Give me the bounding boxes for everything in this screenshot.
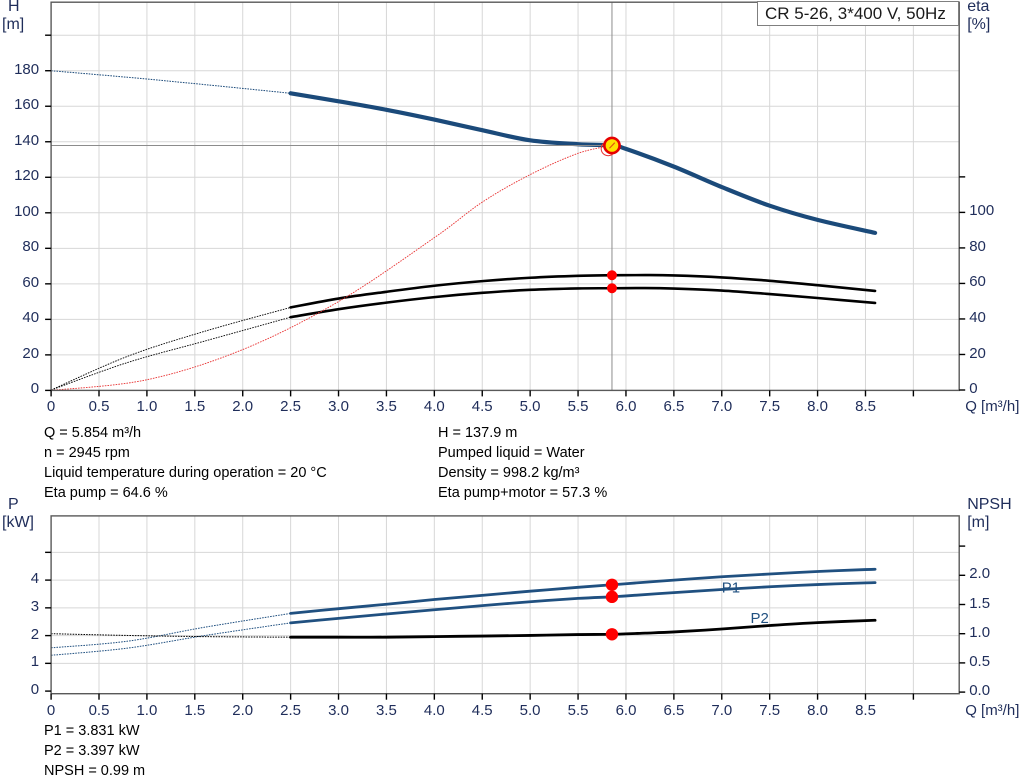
svg-text:P2: P2 (751, 610, 769, 627)
svg-text:P1: P1 (722, 580, 740, 597)
